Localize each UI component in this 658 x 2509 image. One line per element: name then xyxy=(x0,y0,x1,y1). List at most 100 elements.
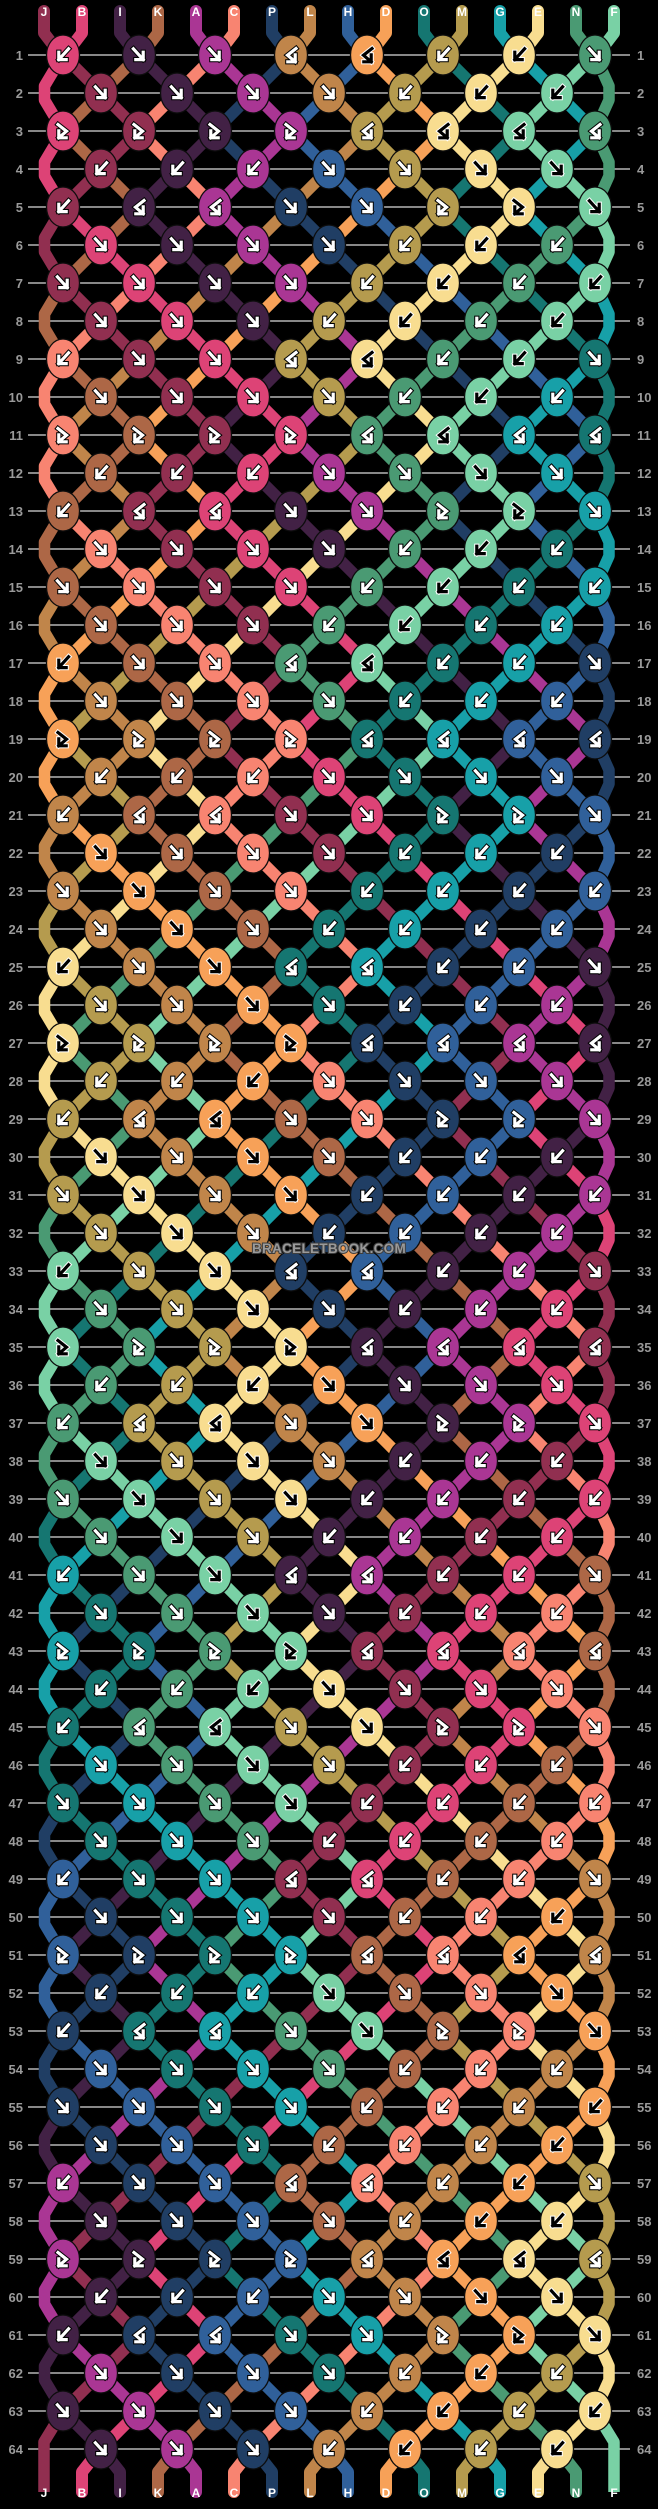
svg-text:56: 56 xyxy=(637,2138,651,2153)
svg-text:43: 43 xyxy=(637,1644,651,1659)
svg-text:48: 48 xyxy=(9,1834,23,1849)
svg-text:57: 57 xyxy=(9,2176,23,2191)
svg-text:K: K xyxy=(154,5,163,19)
svg-text:31: 31 xyxy=(9,1188,23,1203)
svg-text:15: 15 xyxy=(637,580,651,595)
svg-text:5: 5 xyxy=(637,200,644,215)
svg-text:28: 28 xyxy=(9,1074,23,1089)
svg-text:H: H xyxy=(344,5,353,19)
svg-text:9: 9 xyxy=(16,352,23,367)
svg-text:N: N xyxy=(572,2486,581,2500)
svg-text:7: 7 xyxy=(637,276,644,291)
svg-text:60: 60 xyxy=(9,2290,23,2305)
svg-text:18: 18 xyxy=(9,694,23,709)
svg-text:18: 18 xyxy=(637,694,651,709)
svg-text:J: J xyxy=(41,2486,48,2500)
svg-text:C: C xyxy=(230,5,239,19)
svg-text:63: 63 xyxy=(9,2404,23,2419)
svg-text:36: 36 xyxy=(9,1378,23,1393)
svg-text:I: I xyxy=(118,2486,121,2500)
svg-text:O: O xyxy=(419,2486,428,2500)
svg-text:L: L xyxy=(306,2486,313,2500)
svg-text:36: 36 xyxy=(637,1378,651,1393)
svg-text:60: 60 xyxy=(637,2290,651,2305)
svg-text:E: E xyxy=(534,2486,542,2500)
svg-text:14: 14 xyxy=(637,542,652,557)
svg-text:D: D xyxy=(382,2486,391,2500)
svg-text:12: 12 xyxy=(637,466,651,481)
svg-text:22: 22 xyxy=(9,846,23,861)
svg-text:8: 8 xyxy=(637,314,644,329)
svg-text:13: 13 xyxy=(637,504,651,519)
svg-text:59: 59 xyxy=(637,2252,651,2267)
svg-text:27: 27 xyxy=(9,1036,23,1051)
svg-text:4: 4 xyxy=(16,162,24,177)
svg-text:61: 61 xyxy=(637,2328,651,2343)
svg-text:51: 51 xyxy=(9,1948,23,1963)
svg-text:15: 15 xyxy=(9,580,23,595)
svg-text:7: 7 xyxy=(16,276,23,291)
svg-text:55: 55 xyxy=(637,2100,651,2115)
svg-text:10: 10 xyxy=(9,390,23,405)
svg-text:39: 39 xyxy=(9,1492,23,1507)
svg-text:63: 63 xyxy=(637,2404,651,2419)
svg-text:34: 34 xyxy=(637,1302,652,1317)
svg-text:27: 27 xyxy=(637,1036,651,1051)
svg-text:3: 3 xyxy=(637,124,644,139)
svg-text:35: 35 xyxy=(637,1340,651,1355)
svg-text:33: 33 xyxy=(637,1264,651,1279)
svg-text:2: 2 xyxy=(16,86,23,101)
svg-text:53: 53 xyxy=(637,2024,651,2039)
svg-text:16: 16 xyxy=(637,618,651,633)
svg-text:30: 30 xyxy=(637,1150,651,1165)
svg-text:59: 59 xyxy=(9,2252,23,2267)
svg-text:24: 24 xyxy=(9,922,24,937)
svg-text:52: 52 xyxy=(637,1986,651,2001)
svg-text:54: 54 xyxy=(9,2062,24,2077)
svg-text:50: 50 xyxy=(637,1910,651,1925)
svg-text:29: 29 xyxy=(637,1112,651,1127)
svg-text:3: 3 xyxy=(16,124,23,139)
svg-text:62: 62 xyxy=(637,2366,651,2381)
svg-text:O: O xyxy=(419,5,428,19)
svg-text:28: 28 xyxy=(637,1074,651,1089)
svg-text:41: 41 xyxy=(9,1568,23,1583)
svg-text:47: 47 xyxy=(637,1796,651,1811)
svg-text:26: 26 xyxy=(637,998,651,1013)
svg-text:25: 25 xyxy=(9,960,23,975)
svg-text:32: 32 xyxy=(9,1226,23,1241)
svg-text:19: 19 xyxy=(9,732,23,747)
svg-text:61: 61 xyxy=(9,2328,23,2343)
svg-text:46: 46 xyxy=(637,1758,651,1773)
svg-text:37: 37 xyxy=(9,1416,23,1431)
svg-text:29: 29 xyxy=(9,1112,23,1127)
svg-text:17: 17 xyxy=(9,656,23,671)
svg-text:45: 45 xyxy=(637,1720,651,1735)
svg-text:22: 22 xyxy=(637,846,651,861)
svg-text:57: 57 xyxy=(637,2176,651,2191)
svg-text:23: 23 xyxy=(9,884,23,899)
svg-text:21: 21 xyxy=(637,808,651,823)
svg-text:BRACELETBOOK.COM: BRACELETBOOK.COM xyxy=(252,1241,406,1256)
svg-text:A: A xyxy=(192,2486,201,2500)
svg-text:33: 33 xyxy=(9,1264,23,1279)
svg-text:N: N xyxy=(572,5,581,19)
svg-text:4: 4 xyxy=(637,162,645,177)
svg-text:5: 5 xyxy=(16,200,23,215)
svg-text:B: B xyxy=(78,5,87,19)
svg-text:35: 35 xyxy=(9,1340,23,1355)
svg-text:K: K xyxy=(154,2486,163,2500)
svg-text:64: 64 xyxy=(9,2442,24,2457)
svg-text:P: P xyxy=(268,5,276,19)
svg-text:37: 37 xyxy=(637,1416,651,1431)
svg-text:G: G xyxy=(495,5,504,19)
svg-text:E: E xyxy=(534,5,542,19)
svg-text:I: I xyxy=(118,5,121,19)
svg-text:G: G xyxy=(495,2486,504,2500)
svg-text:26: 26 xyxy=(9,998,23,1013)
svg-text:51: 51 xyxy=(637,1948,651,1963)
svg-text:C: C xyxy=(230,2486,239,2500)
svg-text:13: 13 xyxy=(9,504,23,519)
svg-text:44: 44 xyxy=(637,1682,652,1697)
svg-text:P: P xyxy=(268,2486,276,2500)
